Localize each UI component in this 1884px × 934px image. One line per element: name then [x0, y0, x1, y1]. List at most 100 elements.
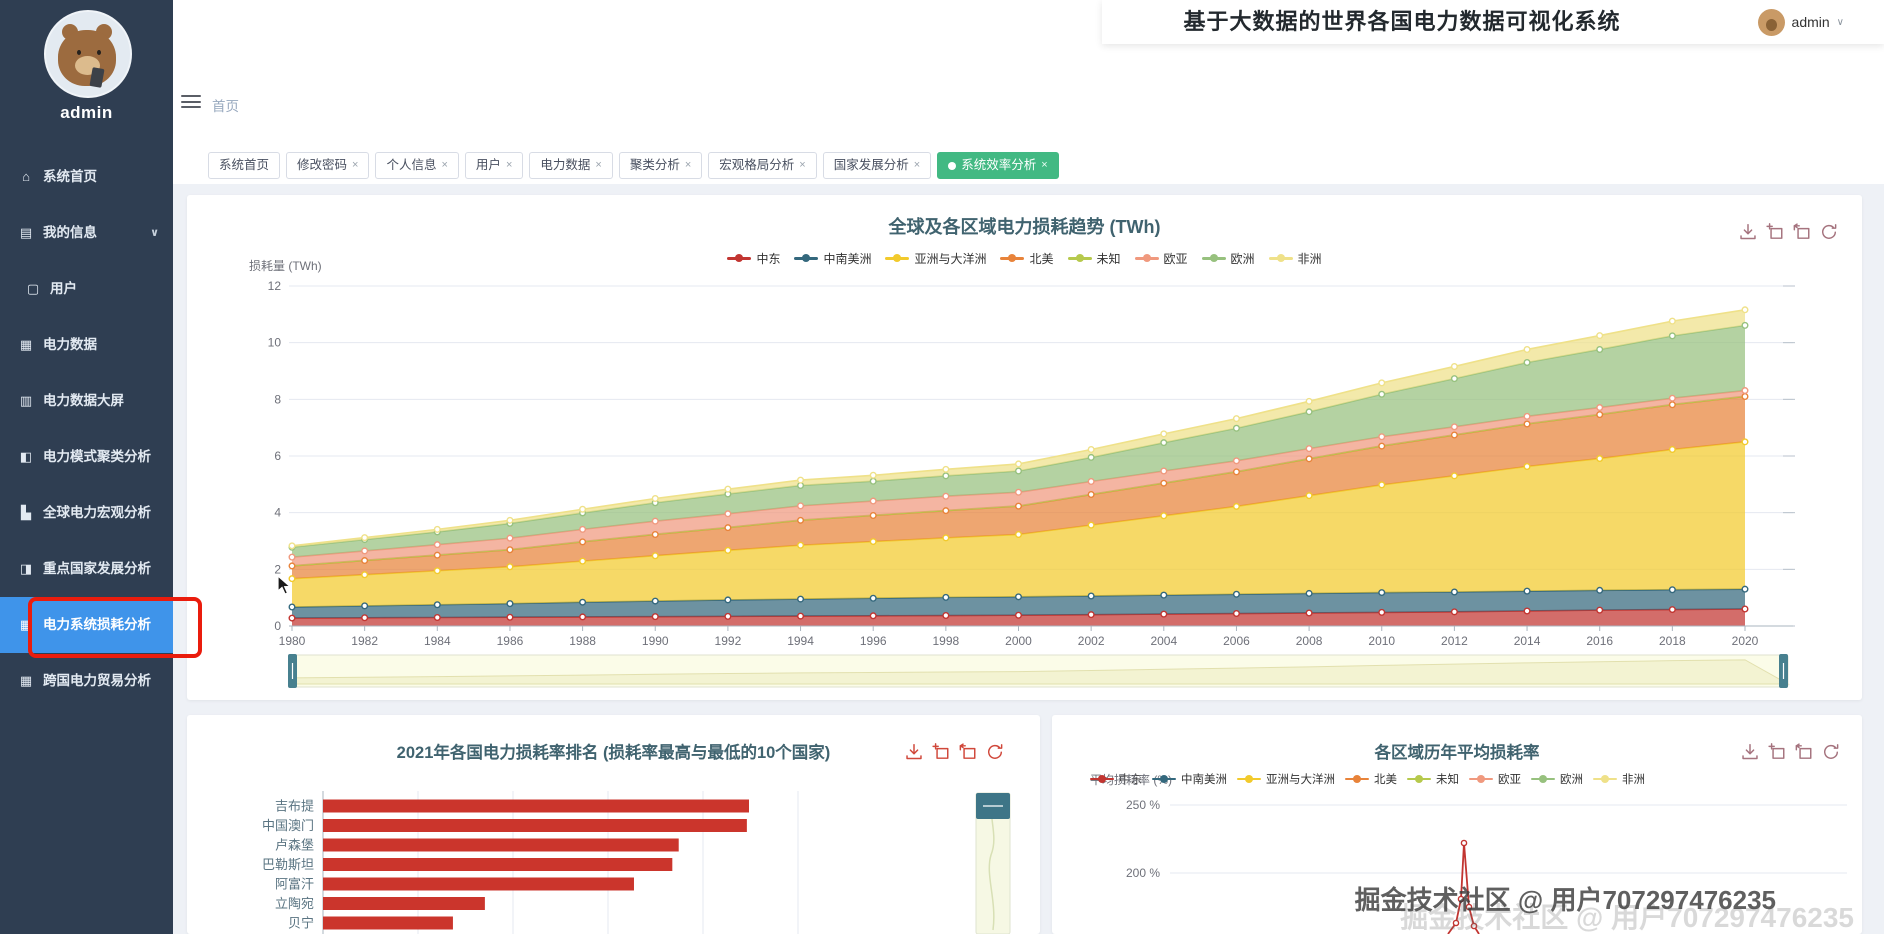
tab-8[interactable]: 系统效率分析 × [937, 152, 1059, 179]
tab-0[interactable]: 系统首页 [208, 152, 281, 179]
sidebar-item-power-data-screen[interactable]: ▥ 电力数据大屏 [0, 373, 173, 429]
legend-item[interactable]: 中东 [1090, 771, 1142, 787]
legend-item[interactable]: 中南美洲 [1152, 771, 1227, 787]
legend-item[interactable]: 亚洲与大洋洲 [885, 250, 986, 267]
tab-2[interactable]: 个人信息 × [375, 152, 459, 179]
tab-label: 国家发展分析 [833, 158, 909, 172]
zoom-restore-icon[interactable] [1793, 223, 1811, 241]
legend-item[interactable]: 欧亚 [1469, 771, 1521, 787]
sidebar-item-cluster-analysis[interactable]: ◧ 电力模式聚类分析 [0, 429, 173, 485]
folder-icon: ▤ [19, 225, 33, 240]
tab-close-icon[interactable]: × [595, 159, 602, 171]
avg-loss-rate-chart[interactable]: 250 % 200 % [1052, 715, 1862, 934]
sidebar-item-loss-analysis[interactable]: ▦ 电力系统损耗分析 [0, 597, 173, 653]
hamburger-icon[interactable] [181, 95, 201, 110]
legend-marker-icon [1345, 775, 1369, 782]
legend-item[interactable]: 非洲 [1268, 250, 1322, 267]
data-zoom-slider[interactable] [288, 654, 1790, 688]
sidebar-item-users[interactable]: ▢ 用户 [0, 261, 173, 317]
bar-label: 巴勒斯坦 [262, 857, 314, 872]
sidebar-item-my-info[interactable]: ▤ 我的信息 ∨ [0, 205, 173, 261]
chevron-down-icon: ∨ [150, 227, 159, 239]
svg-text:2006: 2006 [1223, 634, 1250, 648]
zoom-restore-icon[interactable] [1795, 743, 1813, 761]
tab-4[interactable]: 电力数据 × [529, 152, 613, 179]
bar-label: 阿富汗 [275, 877, 314, 892]
sidebar-item-label: 全球电力宏观分析 [43, 505, 151, 520]
tab-close-icon[interactable]: × [441, 159, 448, 171]
legend-item[interactable]: 北美 [1000, 250, 1054, 267]
toolbox-loss-trend [1739, 223, 1838, 241]
loss-trend-chart[interactable]: 0 2 4 6 8 10 12 1980 1982 1984 1986 1988 1990 1992 199… [187, 195, 1862, 700]
svg-text:2: 2 [274, 562, 281, 576]
sidebar-item-trade-analysis[interactable]: ▦ 跨国电力贸易分析 [0, 653, 173, 709]
zoom-restore-icon[interactable] [959, 743, 977, 761]
legend-item[interactable]: 中东 [727, 250, 780, 267]
save-image-icon[interactable] [905, 743, 923, 761]
legend-loss-trend: 中东 中南美洲 亚洲与大洋洲 北美 未知 欧亚 欧洲 非洲 [187, 250, 1862, 267]
legend-label: 欧亚 [1498, 774, 1521, 786]
svg-text:2018: 2018 [1659, 634, 1686, 648]
legend-item[interactable]: 欧洲 [1201, 250, 1255, 267]
legend-item[interactable]: 中南美洲 [794, 250, 871, 267]
legend-marker-icon [1152, 775, 1176, 782]
tab-close-icon[interactable]: × [352, 159, 359, 171]
legend-label: 中南美洲 [1181, 774, 1227, 786]
chevron-down-icon: ∨ [1836, 16, 1844, 28]
refresh-icon[interactable] [1820, 223, 1838, 241]
home-icon: ⌂ [22, 169, 30, 184]
sidebar-item-macro-analysis[interactable]: ▙ 全球电力宏观分析 [0, 485, 173, 541]
svg-text:2010: 2010 [1368, 634, 1395, 648]
legend-marker-icon [1237, 775, 1261, 782]
data-zoom-icon[interactable] [1766, 223, 1784, 241]
legend-item[interactable]: 亚洲与大洋洲 [1237, 771, 1335, 787]
legend-item[interactable]: 欧亚 [1134, 250, 1188, 267]
sidebar-item-label: 电力数据大屏 [43, 393, 124, 408]
save-image-icon[interactable] [1741, 743, 1759, 761]
refresh-icon[interactable] [1822, 743, 1840, 761]
legend-label: 非洲 [1622, 774, 1645, 786]
sidebar-item-power-data[interactable]: ▦ 电力数据 [0, 317, 173, 373]
legend-item[interactable]: 未知 [1407, 771, 1459, 787]
tab-close-icon[interactable]: × [799, 159, 806, 171]
svg-text:0: 0 [274, 619, 281, 633]
active-dot-icon [948, 161, 957, 170]
chart-title-avg-loss-rate: 各区域历年平均损耗率 [1374, 744, 1540, 762]
save-image-icon[interactable] [1739, 223, 1757, 241]
tab-close-icon[interactable]: × [505, 159, 513, 171]
vertical-data-zoom-slider[interactable] [975, 792, 1011, 934]
sidebar-item-home[interactable]: ⌂ 系统首页 [0, 149, 173, 205]
data-zoom-icon[interactable] [1768, 743, 1786, 761]
bar-吉布提 [323, 799, 749, 813]
tab-5[interactable]: 聚类分析 × [618, 152, 703, 179]
tab-close-icon[interactable]: × [684, 159, 692, 171]
legend-marker-icon [1531, 775, 1555, 782]
legend-avg-loss-rate: 平均损耗率 (%) 中东 中南美洲 亚洲与大洋洲 北美 未知 欧亚 欧洲 非洲 [1090, 771, 1645, 787]
svg-text:1980: 1980 [279, 634, 306, 648]
bars-icon: ▙ [21, 505, 31, 520]
tab-1[interactable]: 修改密码 × [286, 152, 370, 179]
refresh-icon[interactable] [986, 743, 1004, 761]
legend-item[interactable]: 欧洲 [1531, 771, 1583, 787]
tab-close-icon[interactable]: × [1041, 159, 1048, 171]
tab-6[interactable]: 宏观格局分析 × [708, 152, 817, 179]
sidebar-item-label: 我的信息 [43, 225, 97, 240]
svg-text:200 %: 200 % [1126, 866, 1160, 880]
legend-item[interactable]: 北美 [1345, 771, 1397, 787]
bar-label: 卢森堡 [275, 838, 314, 853]
toolbox-avg-loss-rate [1741, 743, 1840, 761]
legend-item[interactable]: 未知 [1067, 250, 1121, 267]
tab-close-icon[interactable]: × [913, 159, 921, 171]
user-menu[interactable]: admin ∨ [1757, 7, 1844, 37]
breadcrumb-home[interactable]: 首页 [212, 99, 239, 114]
grid-icon: ▦ [19, 617, 33, 632]
legend-item[interactable]: 非洲 [1593, 771, 1645, 787]
data-zoom-icon[interactable] [932, 743, 950, 761]
header-title-bar [1102, 0, 1884, 44]
sidebar: admin ⌂ 系统首页 ▤ 我的信息 ∨ ▢ 用户 ▦ 电力数据 ▥ 电力数据大屏 ◧ 电力模式聚类分… [0, 0, 173, 934]
tab-7[interactable]: 国家发展分析 × [822, 152, 932, 179]
legend-label: 未知 [1436, 774, 1459, 786]
sidebar-item-key-country-analysis[interactable]: ◨ 重点国家发展分析 [0, 541, 173, 597]
tab-3[interactable]: 用户 × [464, 152, 524, 179]
